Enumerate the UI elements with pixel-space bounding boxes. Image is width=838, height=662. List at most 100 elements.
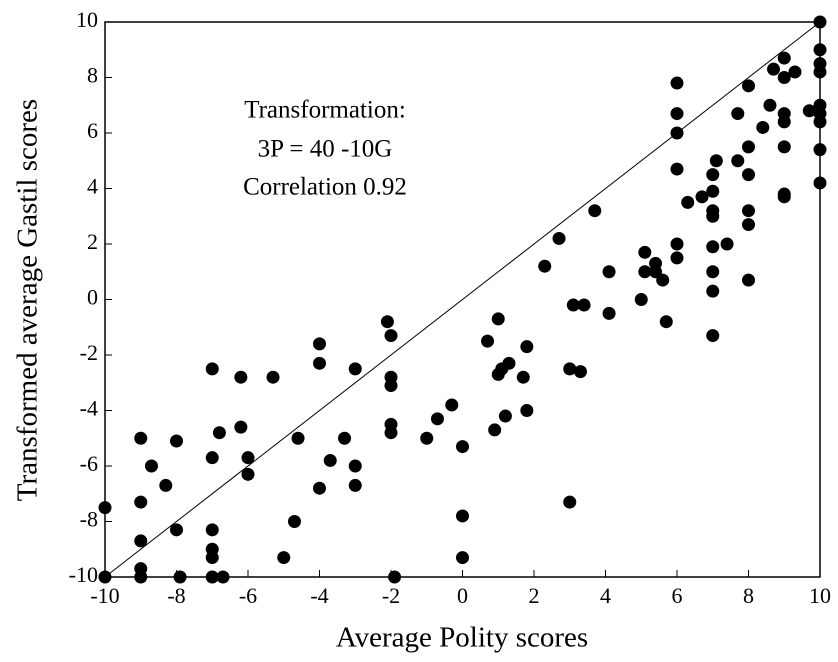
- point: [670, 107, 684, 121]
- annotation: 3P = 40 -10G: [258, 136, 393, 163]
- point: [670, 237, 684, 251]
- point: [170, 434, 183, 448]
- point: [706, 240, 720, 254]
- point: [134, 431, 148, 445]
- point: [670, 126, 684, 140]
- point: [445, 398, 459, 412]
- point: [420, 431, 434, 445]
- point: [488, 423, 502, 437]
- point: [456, 551, 469, 565]
- x-tick-label: -8: [167, 583, 185, 608]
- point: [577, 298, 591, 312]
- x-tick-label: 2: [529, 583, 540, 608]
- point: [742, 140, 755, 154]
- x-axis-label: Average Polity scores: [336, 622, 588, 654]
- point: [520, 404, 534, 417]
- point: [742, 79, 755, 93]
- point: [763, 98, 777, 112]
- point: [234, 420, 248, 434]
- point: [813, 65, 827, 79]
- point: [670, 76, 684, 90]
- point: [159, 478, 173, 492]
- point: [742, 218, 755, 232]
- point: [777, 140, 791, 154]
- point: [205, 551, 219, 565]
- point: [602, 265, 616, 279]
- point: [670, 251, 684, 265]
- x-tick-label: 4: [600, 583, 611, 608]
- x-tick-label: 0: [457, 583, 468, 608]
- y-tick-label: 4: [87, 174, 98, 199]
- y-tick-label: -6: [80, 451, 98, 476]
- point: [588, 204, 602, 218]
- point: [241, 467, 255, 481]
- point: [388, 570, 402, 584]
- point: [313, 337, 326, 351]
- point: [756, 120, 770, 134]
- annotation: Correlation 0.92: [243, 174, 407, 201]
- point: [456, 509, 469, 523]
- point: [802, 104, 816, 118]
- point: [384, 329, 398, 343]
- point: [813, 43, 827, 57]
- point: [313, 356, 326, 370]
- point: [573, 365, 587, 379]
- x-tick-label: -10: [90, 583, 119, 608]
- point: [134, 534, 148, 548]
- point: [134, 495, 148, 509]
- y-tick-label: -10: [69, 562, 98, 587]
- y-tick-label: 8: [87, 63, 98, 88]
- point: [731, 107, 745, 121]
- point: [234, 370, 248, 384]
- y-tick-label: -4: [80, 396, 98, 421]
- point: [520, 340, 534, 354]
- point: [205, 451, 219, 465]
- point: [742, 204, 755, 218]
- y-tick-label: 0: [87, 285, 98, 310]
- point: [638, 245, 652, 259]
- point: [134, 570, 148, 584]
- point: [788, 65, 802, 79]
- x-tick-label: 10: [809, 583, 831, 608]
- point: [430, 412, 444, 426]
- point: [323, 453, 337, 467]
- point: [681, 195, 695, 209]
- point: [813, 143, 827, 157]
- point: [384, 426, 398, 440]
- point: [348, 459, 362, 473]
- point: [380, 315, 394, 329]
- point: [777, 190, 791, 204]
- point: [706, 284, 720, 298]
- point: [731, 154, 745, 168]
- point: [742, 168, 755, 182]
- point: [706, 168, 720, 182]
- point: [695, 190, 709, 204]
- point: [348, 478, 362, 492]
- point: [205, 523, 219, 537]
- point: [706, 184, 720, 198]
- point: [98, 501, 112, 515]
- point: [456, 440, 469, 454]
- point: [348, 362, 362, 376]
- point: [502, 356, 516, 370]
- point: [173, 570, 187, 584]
- point: [777, 115, 791, 129]
- point: [706, 209, 720, 223]
- point: [706, 329, 720, 343]
- point: [813, 15, 827, 29]
- point: [212, 426, 226, 440]
- y-tick-label: -2: [80, 340, 98, 365]
- point: [656, 273, 670, 287]
- y-tick-label: 10: [76, 7, 98, 32]
- point: [498, 409, 512, 423]
- point: [98, 570, 112, 584]
- point: [205, 362, 219, 376]
- y-tick-label: -8: [80, 507, 98, 532]
- point: [516, 370, 530, 384]
- point: [767, 62, 781, 76]
- point: [216, 570, 230, 584]
- point: [638, 265, 652, 279]
- point: [670, 162, 684, 176]
- y-tick-label: 2: [87, 229, 98, 254]
